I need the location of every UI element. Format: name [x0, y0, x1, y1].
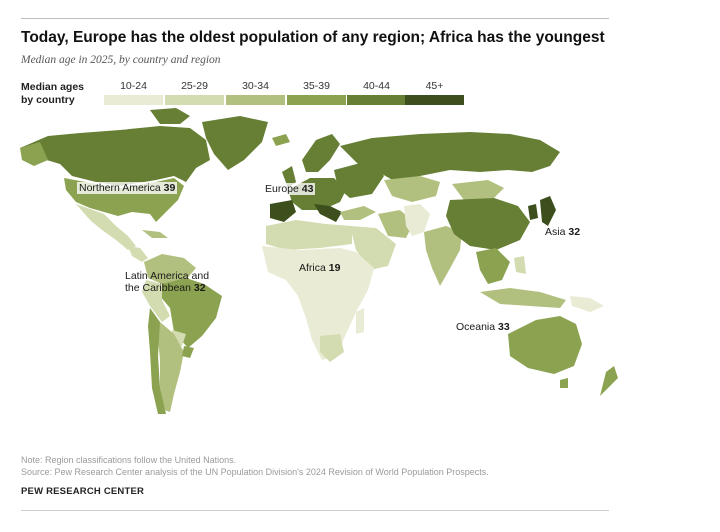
region-north-africa [266, 220, 352, 250]
bottom-rule [21, 510, 609, 511]
legend-item-10-24: 10-24 [104, 80, 163, 105]
region-brazil [160, 278, 222, 348]
legend-label: 35-39 [303, 80, 330, 92]
note-text: Note: Region classifications follow the … [21, 455, 237, 465]
region-value: 39 [163, 182, 176, 194]
label-asia: Asia 32 [545, 226, 580, 238]
region-colombia-venezuela [144, 254, 196, 284]
chart-subtitle: Median age in 2025, by country and regio… [21, 54, 221, 66]
region-argentina [158, 322, 184, 412]
legend-swatch [405, 95, 464, 105]
region-scandinavia [302, 134, 340, 172]
region-value: 19 [328, 262, 341, 274]
label-northern-america: Northern America 39 [77, 182, 178, 194]
region-afghanistan-pakistan [404, 204, 430, 236]
legend-swatch [165, 95, 224, 105]
region-central-america [128, 246, 148, 262]
label-latin-america: Latin America and the Caribbean 32 [125, 270, 209, 294]
world-map [20, 108, 618, 414]
legend-item-40-44: 40-44 [347, 80, 406, 105]
region-name: Asia [545, 226, 566, 238]
legend-swatch [347, 95, 406, 105]
region-value: 32 [568, 226, 581, 238]
region-name: Europe [265, 183, 299, 195]
chart-title: Today, Europe has the oldest population … [21, 29, 605, 46]
region-name-line2: the Caribbean [125, 282, 191, 294]
region-india [424, 226, 462, 286]
region-china [446, 198, 530, 250]
label-europe: Europe 43 [263, 183, 316, 195]
region-iceland [272, 134, 290, 146]
region-new-zealand [600, 366, 618, 396]
region-tasmania [560, 378, 568, 388]
region-iberia [270, 200, 296, 222]
legend-title-line2: by country [21, 94, 75, 106]
region-value: 32 [193, 282, 206, 294]
region-united-kingdom [282, 166, 296, 188]
legend-item-25-29: 25-29 [165, 80, 224, 105]
region-papua-new-guinea [570, 296, 604, 312]
legend-swatch [287, 95, 346, 105]
region-name: Oceania [456, 321, 496, 333]
region-peru-bolivia [142, 280, 170, 322]
top-rule [21, 18, 609, 19]
region-caribbean [142, 230, 168, 238]
region-turkey [340, 206, 376, 220]
region-name-line1: Latin America and [125, 270, 210, 282]
region-arctic-islands [150, 108, 190, 124]
region-korea [528, 204, 538, 220]
region-uruguay [182, 346, 194, 358]
region-southeast-asia [476, 248, 510, 284]
region-value: 43 [301, 183, 314, 195]
region-russia [340, 132, 560, 182]
region-mongolia [452, 180, 504, 200]
label-africa: Africa 19 [299, 262, 340, 274]
brand-logo-text: PEW RESEARCH CENTER [21, 486, 145, 497]
region-sub-saharan-africa [262, 246, 374, 360]
region-value: 33 [498, 321, 510, 333]
region-south-africa [320, 334, 344, 362]
region-madagascar [356, 308, 364, 334]
region-indonesia [480, 288, 566, 308]
region-name: Africa [299, 262, 326, 274]
legend-item-45-plus: 45+ [405, 80, 464, 105]
legend-swatch [104, 95, 163, 105]
region-mexico [76, 204, 136, 250]
legend-item-30-34: 30-34 [226, 80, 285, 105]
region-chile [148, 308, 166, 414]
legend-label: 30-34 [242, 80, 269, 92]
legend-label: 40-44 [363, 80, 390, 92]
label-oceania: Oceania 33 [456, 321, 510, 333]
legend-label: 25-29 [181, 80, 208, 92]
legend-label: 45+ [425, 80, 444, 92]
region-italy-greece [314, 204, 342, 222]
region-arabia [350, 226, 396, 270]
region-canada [20, 126, 210, 186]
region-philippines [514, 256, 526, 274]
region-iran [378, 210, 414, 238]
source-text: Source: Pew Research Center analysis of … [21, 467, 489, 477]
region-australia [508, 316, 582, 374]
region-greenland [202, 116, 268, 170]
legend-title: Median ages by country [21, 81, 84, 107]
legend-item-35-39: 35-39 [287, 80, 346, 105]
legend-swatch [226, 95, 285, 105]
region-alaska [20, 142, 48, 166]
region-name: Northern America [79, 182, 161, 194]
region-kazakhstan [384, 176, 440, 202]
region-japan [540, 196, 556, 226]
legend-title-line1: Median ages [21, 81, 85, 93]
legend-label: 10-24 [120, 80, 147, 92]
